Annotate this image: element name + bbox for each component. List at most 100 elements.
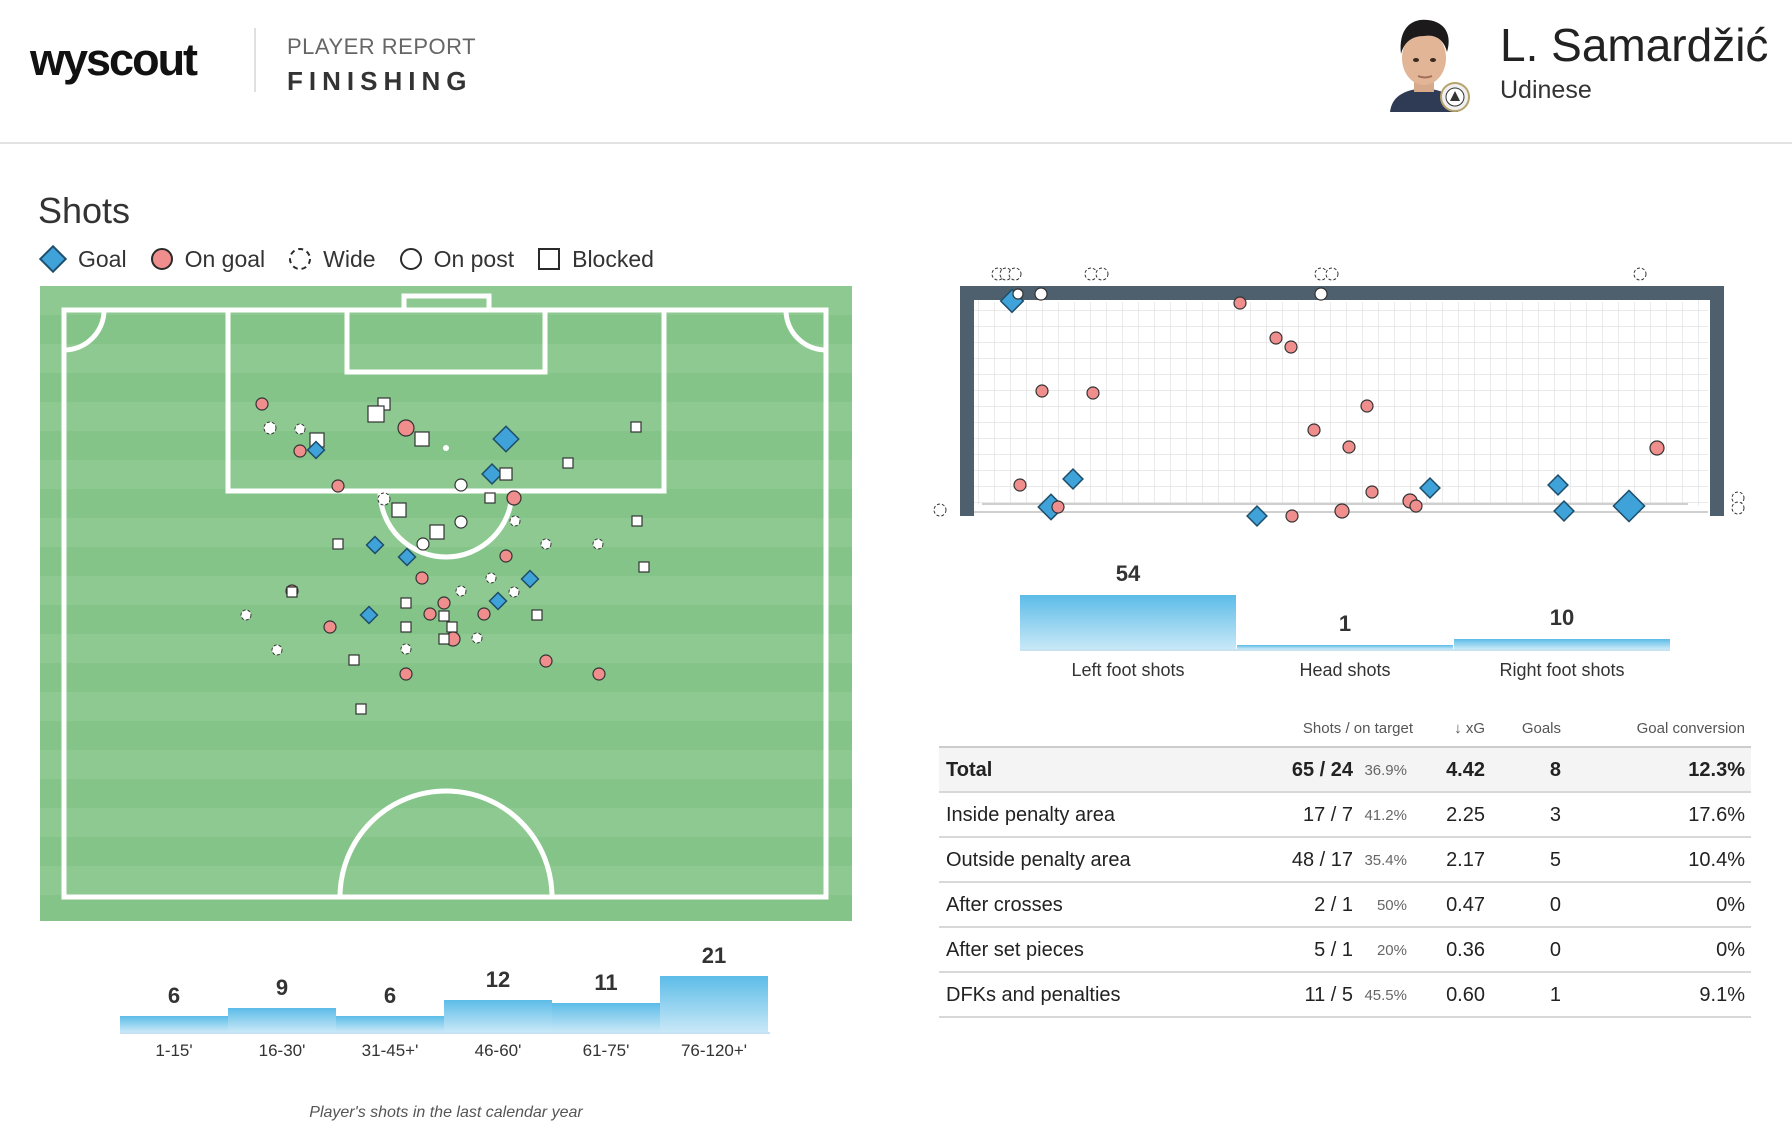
wide-marker[interactable]: [240, 609, 252, 621]
on-goal-marker[interactable]: [1307, 423, 1321, 437]
wide-marker[interactable]: [540, 538, 552, 550]
on-goal-marker[interactable]: [1269, 331, 1283, 345]
blocked-marker[interactable]: [438, 610, 450, 622]
on-goal-marker[interactable]: [331, 479, 345, 493]
wide-marker[interactable]: [271, 644, 283, 656]
goal-marker[interactable]: [359, 605, 379, 625]
on-goal-marker[interactable]: [1051, 500, 1065, 514]
blocked-marker[interactable]: [630, 421, 642, 433]
wide-marker[interactable]: [263, 421, 277, 435]
goal-marker[interactable]: [1246, 505, 1268, 527]
on-goal-marker[interactable]: [477, 607, 491, 621]
goal-marker[interactable]: [488, 591, 508, 611]
blocked-marker[interactable]: [429, 524, 445, 540]
blocked-marker[interactable]: [562, 457, 574, 469]
on-goal-marker[interactable]: [1013, 478, 1027, 492]
blocked-marker[interactable]: [400, 597, 412, 609]
col-xg-header[interactable]: ↓ xG: [1454, 720, 1485, 737]
blocked-marker[interactable]: [531, 609, 543, 621]
wide-marker[interactable]: [1325, 267, 1339, 281]
wide-marker[interactable]: [1008, 267, 1022, 281]
on-post-marker[interactable]: [1034, 287, 1048, 301]
on-goal-marker[interactable]: [1035, 384, 1049, 398]
goal-marker[interactable]: [306, 440, 326, 460]
on-goal-marker[interactable]: [592, 667, 606, 681]
on-goal-marker[interactable]: [1342, 440, 1356, 454]
wide-marker[interactable]: [485, 572, 497, 584]
on-goal-marker[interactable]: [1649, 440, 1665, 456]
on-goal-marker[interactable]: [423, 607, 437, 621]
on-goal-marker[interactable]: [397, 419, 415, 437]
on-goal-marker[interactable]: [1086, 386, 1100, 400]
blocked-marker[interactable]: [484, 492, 496, 504]
on-goal-marker[interactable]: [399, 667, 413, 681]
goal-marker[interactable]: [1062, 468, 1084, 490]
blocked-marker[interactable]: [499, 467, 513, 481]
wide-marker[interactable]: [455, 585, 467, 597]
on-post-marker[interactable]: [1012, 288, 1024, 300]
on-goal-marker[interactable]: [1409, 499, 1423, 513]
on-goal-marker[interactable]: [1233, 296, 1247, 310]
col-goals-header[interactable]: Goals: [1521, 720, 1561, 737]
wide-marker[interactable]: [1095, 267, 1109, 281]
wide-marker[interactable]: [1633, 267, 1647, 281]
on-goal-marker[interactable]: [1334, 503, 1350, 519]
on-post-marker[interactable]: [454, 478, 468, 492]
legend-on-goal[interactable]: On goal: [149, 246, 265, 273]
on-goal-marker[interactable]: [1365, 485, 1379, 499]
wide-marker[interactable]: [592, 538, 604, 550]
goal-marker[interactable]: [1553, 500, 1575, 522]
on-goal-marker[interactable]: [499, 549, 513, 563]
goal-marker[interactable]: [1547, 474, 1569, 496]
legend-goal[interactable]: Goal: [38, 244, 127, 274]
goal-marker[interactable]: [481, 463, 503, 485]
goal-marker[interactable]: [397, 547, 417, 567]
blocked-marker[interactable]: [348, 654, 360, 666]
on-goal-marker[interactable]: [1285, 509, 1299, 523]
wide-marker[interactable]: [933, 503, 947, 517]
on-post-marker[interactable]: [416, 537, 430, 551]
blocked-marker[interactable]: [367, 405, 385, 423]
on-post-marker[interactable]: [454, 515, 468, 529]
wide-marker[interactable]: [509, 515, 521, 527]
on-goal-marker[interactable]: [255, 397, 269, 411]
on-goal-marker[interactable]: [293, 444, 307, 458]
blocked-marker[interactable]: [400, 621, 412, 633]
wide-marker[interactable]: [400, 643, 412, 655]
blocked-marker[interactable]: [332, 538, 344, 550]
wide-marker[interactable]: [1084, 267, 1098, 281]
on-goal-marker[interactable]: [1360, 399, 1374, 413]
wide-marker[interactable]: [1731, 491, 1745, 505]
on-post-marker[interactable]: [1314, 287, 1328, 301]
blocked-marker[interactable]: [446, 621, 458, 633]
on-goal-marker[interactable]: [1284, 340, 1298, 354]
goal-marker[interactable]: [492, 425, 520, 453]
on-goal-marker[interactable]: [539, 654, 553, 668]
blocked-marker[interactable]: [391, 502, 407, 518]
on-goal-marker[interactable]: [415, 571, 429, 585]
wide-marker[interactable]: [471, 632, 483, 644]
legend-wide[interactable]: Wide: [287, 246, 376, 273]
legend-blocked[interactable]: Blocked: [536, 246, 654, 273]
blocked-marker[interactable]: [631, 515, 643, 527]
goal-marker[interactable]: [1612, 489, 1646, 523]
blocked-marker[interactable]: [638, 561, 650, 573]
col-shots-header[interactable]: Shots / on target: [1302, 720, 1413, 737]
blocked-marker[interactable]: [438, 633, 450, 645]
legend-on-post[interactable]: On post: [398, 246, 514, 273]
wide-marker[interactable]: [508, 586, 520, 598]
wide-marker[interactable]: [377, 492, 391, 506]
goal-marker[interactable]: [365, 535, 385, 555]
on-goal-marker[interactable]: [506, 490, 522, 506]
col-conversion-header[interactable]: Goal conversion: [1636, 720, 1745, 737]
blocked-marker[interactable]: [414, 431, 430, 447]
wide-marker[interactable]: [294, 423, 306, 435]
blocked-marker[interactable]: [286, 586, 298, 598]
goal-marker[interactable]: [520, 569, 540, 589]
goal-marker[interactable]: [1419, 477, 1441, 499]
blocked-marker[interactable]: [355, 703, 367, 715]
wyscout-logo[interactable]: wyscout: [30, 34, 198, 85]
on-goal-marker[interactable]: [437, 596, 451, 610]
wide-marker[interactable]: [1314, 267, 1328, 281]
wide-marker[interactable]: [1731, 501, 1745, 515]
